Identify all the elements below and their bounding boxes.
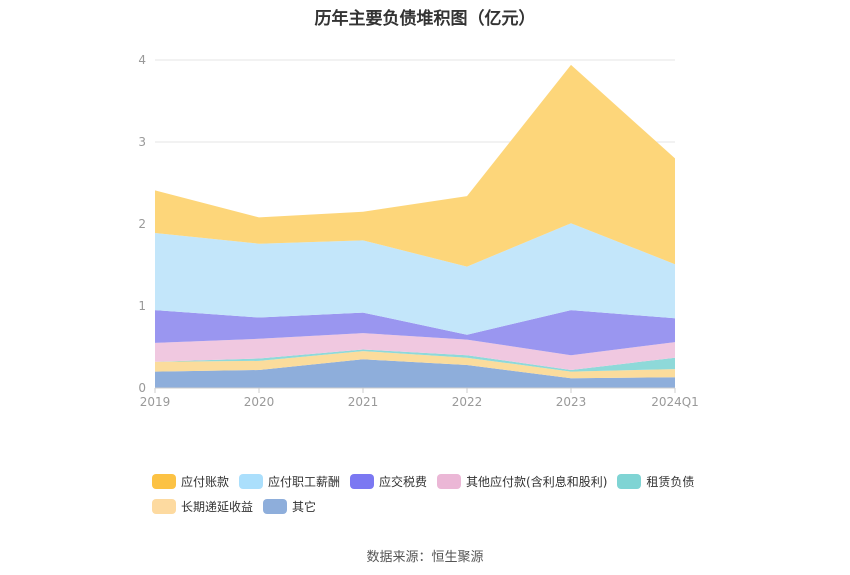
legend-item[interactable]: 应付账款	[152, 473, 229, 490]
x-tick-label: 2022	[452, 395, 483, 409]
area-series-2[interactable]	[155, 349, 675, 372]
area-series-3[interactable]	[155, 333, 675, 370]
area-series-6[interactable]	[155, 64, 675, 267]
legend-label: 其他应付款(含利息和股利)	[466, 475, 608, 489]
legend-item[interactable]: 应付职工薪酬	[239, 473, 340, 490]
area-series	[155, 64, 675, 388]
area-series-4[interactable]	[155, 310, 675, 356]
area-series-5[interactable]	[155, 223, 675, 335]
x-tick-label: 2021	[348, 395, 379, 409]
legend-swatch	[350, 474, 375, 489]
chart-title: 历年主要负债堆积图（亿元）	[314, 9, 536, 29]
legend-item[interactable]: 其它	[263, 498, 316, 515]
y-tick-label: 1	[138, 299, 146, 313]
legend-item[interactable]: 租赁负债	[617, 473, 694, 490]
legend: 应付账款 应付职工薪酬 应交税费 其他应付款(含利息和股利) 租赁负债长期递延收益 其它	[152, 473, 732, 523]
legend-label: 长期递延收益	[181, 500, 254, 514]
x-tick-label: 2019	[140, 395, 171, 409]
y-tick-label: 4	[138, 53, 146, 67]
y-tick-label: 3	[138, 135, 146, 149]
x-tick-label: 2023	[556, 395, 587, 409]
legend-item[interactable]: 应交税费	[350, 473, 427, 490]
data-source-note: 数据来源：恒生聚源	[366, 550, 484, 565]
legend-swatch	[239, 474, 264, 489]
area-series-0[interactable]	[155, 359, 675, 388]
legend-label: 其它	[292, 500, 317, 514]
legend-label: 应付账款	[181, 475, 230, 489]
x-tick-label: 2020	[244, 395, 275, 409]
legend-swatch	[152, 474, 176, 489]
legend-swatch	[152, 499, 176, 514]
legend-swatch	[263, 499, 288, 514]
legend-swatch	[437, 474, 462, 489]
x-tick-label: 2024Q1	[651, 395, 699, 409]
legend-label: 应交税费	[379, 475, 428, 489]
stacked-area-chart: 0 1 2 3 4 2019 2020 2021 2022 2023 2024Q1	[138, 53, 698, 409]
legend-label: 应付职工薪酬	[268, 475, 341, 489]
area-series-1[interactable]	[155, 351, 675, 379]
legend-swatch	[617, 474, 642, 489]
legend-label: 租赁负债	[646, 475, 695, 489]
y-tick-label: 2	[138, 217, 146, 231]
legend-item[interactable]: 长期递延收益	[152, 498, 253, 515]
y-tick-label: 0	[138, 381, 146, 395]
axes: 0 1 2 3 4 2019 2020 2021 2022 2023 2024Q1	[138, 53, 698, 409]
legend-item[interactable]: 其他应付款(含利息和股利)	[437, 473, 607, 490]
